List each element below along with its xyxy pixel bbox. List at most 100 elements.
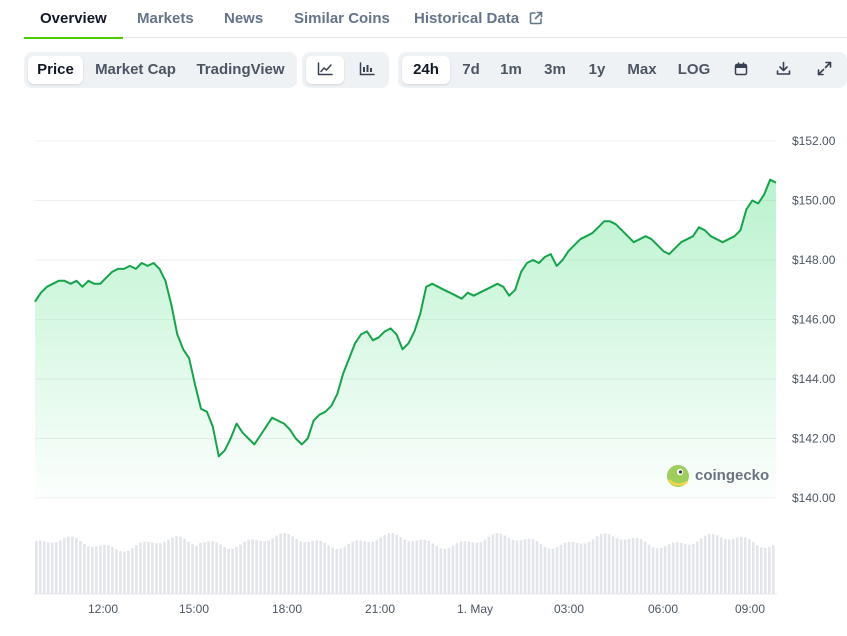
- volume-bar: [671, 542, 675, 594]
- volume-bar: [543, 546, 547, 594]
- volume-bar: [735, 537, 739, 594]
- volume-bar: [435, 546, 439, 594]
- candlestick-chart-icon: [359, 61, 375, 75]
- volume-bar: [743, 537, 747, 594]
- y-tick-label: $142.00: [792, 432, 836, 446]
- volume-bar: [395, 534, 399, 594]
- volume-bar: [63, 538, 66, 594]
- x-tick-label: 09:00: [735, 602, 765, 616]
- price-tab[interactable]: Price: [28, 56, 83, 84]
- volume-bar: [679, 543, 683, 594]
- range-7d[interactable]: 7d: [462, 61, 480, 78]
- volume-bar: [719, 537, 723, 594]
- volume-bar: [291, 536, 294, 594]
- volume-bar: [315, 540, 318, 594]
- volume-bar: [115, 549, 118, 594]
- calendar-icon: [734, 61, 748, 75]
- volume-bar: [99, 545, 102, 594]
- fullscreen-button[interactable]: [809, 56, 839, 84]
- log-scale-toggle[interactable]: LOG: [677, 61, 711, 78]
- volume-bar: [335, 549, 339, 594]
- volume-bar: [47, 542, 50, 594]
- volume-bar: [499, 533, 503, 594]
- tab-historical-data-label: Historical Data: [414, 10, 520, 27]
- volume-bar: [379, 537, 383, 594]
- tab-historical-data[interactable]: Historical Data: [414, 0, 543, 38]
- volume-bar: [611, 536, 615, 594]
- volume-bar: [175, 536, 178, 594]
- y-tick-label: $148.00: [792, 253, 836, 267]
- y-tick-label: $150.00: [792, 194, 836, 208]
- volume-bar: [471, 542, 475, 594]
- candlestick-chart-button[interactable]: [348, 56, 386, 84]
- volume-bar: [539, 544, 543, 594]
- volume-bar: [311, 540, 314, 594]
- volume-bar: [187, 541, 190, 594]
- tab-similar-coins[interactable]: Similar Coins: [294, 10, 390, 27]
- volume-bar: [331, 547, 335, 594]
- volume-bar: [595, 536, 599, 594]
- range-1m[interactable]: 1m: [500, 61, 522, 78]
- volume-bar: [511, 539, 515, 594]
- volume-bar: [327, 545, 330, 594]
- volume-bar: [303, 542, 306, 594]
- volume-bar: [67, 536, 70, 594]
- volume-bar: [231, 548, 234, 594]
- volume-bar: [643, 541, 647, 594]
- volume-bar: [299, 541, 302, 594]
- tradingview-tab[interactable]: TradingView: [196, 61, 285, 78]
- market-cap-tab[interactable]: Market Cap: [95, 61, 176, 78]
- x-tick-label: 21:00: [365, 602, 395, 616]
- volume-bar: [103, 544, 106, 594]
- volume-bar: [555, 547, 559, 594]
- volume-bar: [591, 539, 595, 594]
- volume-bar: [491, 534, 495, 594]
- volume-bar: [467, 541, 471, 594]
- volume-bar: [691, 543, 695, 594]
- volume-bar: [607, 534, 611, 594]
- volume-bar: [91, 547, 94, 594]
- volume-bar: [527, 538, 531, 594]
- volume-bar: [343, 546, 347, 594]
- volume-bar: [227, 548, 230, 594]
- line-chart-button[interactable]: [306, 56, 344, 84]
- volume-bar: [535, 541, 539, 594]
- volume-bar: [195, 545, 198, 594]
- volume-bar: [339, 548, 343, 594]
- tab-overview[interactable]: Overview: [24, 0, 123, 39]
- volume-bar: [651, 547, 655, 594]
- range-max[interactable]: Max: [627, 61, 657, 78]
- range-3m[interactable]: 3m: [544, 61, 566, 78]
- volume-bar: [447, 547, 451, 594]
- volume-bar: [475, 542, 479, 594]
- download-button[interactable]: [768, 56, 798, 84]
- tab-news[interactable]: News: [224, 10, 264, 27]
- volume-bar: [207, 541, 210, 594]
- volume-bar: [267, 540, 270, 594]
- volume-bar: [427, 540, 431, 594]
- volume-bar: [355, 540, 359, 594]
- volume-bar: [215, 542, 218, 594]
- volume-bar: [199, 543, 202, 594]
- volume-bar: [683, 544, 687, 594]
- volume-bar: [463, 541, 467, 594]
- volume-bar: [431, 543, 435, 594]
- volume-bar: [515, 540, 519, 594]
- calendar-button[interactable]: [726, 56, 756, 84]
- tab-markets[interactable]: Markets: [137, 10, 194, 27]
- external-link-icon: [529, 11, 543, 25]
- range-24h[interactable]: 24h: [402, 56, 450, 84]
- volume-bar: [563, 542, 567, 594]
- volume-bar: [415, 540, 419, 594]
- volume-bar: [599, 534, 603, 594]
- volume-bar: [143, 541, 146, 594]
- volume-bar: [699, 538, 703, 594]
- volume-bar: [239, 544, 242, 594]
- volume-bar: [627, 539, 631, 594]
- volume-bar: [107, 545, 110, 594]
- volume-bar: [647, 544, 651, 594]
- volume-bar: [131, 548, 134, 594]
- volume-bar: [87, 546, 90, 594]
- range-1y[interactable]: 1y: [588, 61, 606, 78]
